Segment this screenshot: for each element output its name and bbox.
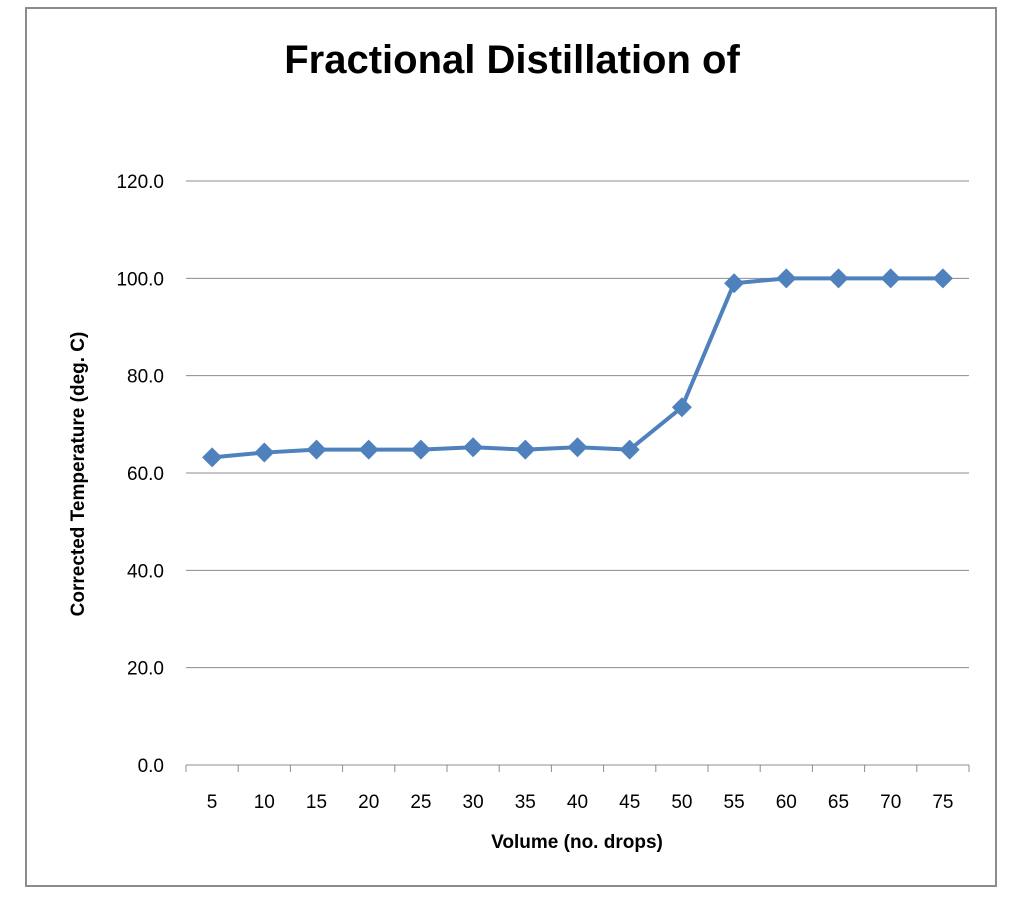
x-tick-label: 15 — [306, 792, 327, 813]
x-tick-label: 40 — [567, 792, 588, 813]
y-tick-label: 0.0 — [138, 756, 164, 777]
x-tick-label: 20 — [358, 792, 379, 813]
y-tick-label: 20.0 — [127, 659, 164, 680]
data-point-marker — [515, 439, 536, 460]
x-tick-label: 30 — [463, 792, 484, 813]
x-tick-label: 5 — [207, 792, 218, 813]
y-tick-label: 60.0 — [127, 464, 164, 485]
x-tick-label: 25 — [410, 792, 431, 813]
x-tick-label: 10 — [254, 792, 275, 813]
data-point-marker — [254, 442, 275, 463]
x-tick-label: 50 — [671, 792, 692, 813]
data-point-marker — [776, 268, 797, 289]
data-point-marker — [724, 273, 745, 294]
data-point-marker — [828, 268, 849, 289]
data-point-marker — [202, 447, 223, 468]
x-tick-label: 70 — [880, 792, 901, 813]
data-point-marker — [932, 268, 953, 289]
y-tick-label: 120.0 — [116, 172, 164, 193]
y-tick-label: 40.0 — [127, 561, 164, 582]
y-tick-label: 100.0 — [116, 269, 164, 290]
data-point-marker — [567, 437, 588, 458]
x-tick-label: 35 — [515, 792, 536, 813]
x-tick-label: 45 — [619, 792, 640, 813]
data-point-marker — [358, 439, 379, 460]
x-tick-label: 55 — [724, 792, 745, 813]
x-axis-title: Volume (no. drops) — [491, 832, 663, 853]
x-tick-label: 65 — [828, 792, 849, 813]
data-point-marker — [671, 397, 692, 418]
data-point-marker — [306, 439, 327, 460]
data-point-marker — [619, 439, 640, 460]
chart-title: Fractional Distillation of — [284, 38, 740, 82]
y-axis-title: Corrected Temperature (deg. C) — [68, 332, 89, 617]
series-line — [211, 276, 943, 460]
y-tick-label: 80.0 — [127, 367, 164, 388]
data-point-marker — [880, 268, 901, 289]
x-tick-label: 60 — [776, 792, 797, 813]
x-tick-label: 75 — [932, 792, 953, 813]
data-point-marker — [410, 439, 431, 460]
data-point-marker — [463, 437, 484, 458]
